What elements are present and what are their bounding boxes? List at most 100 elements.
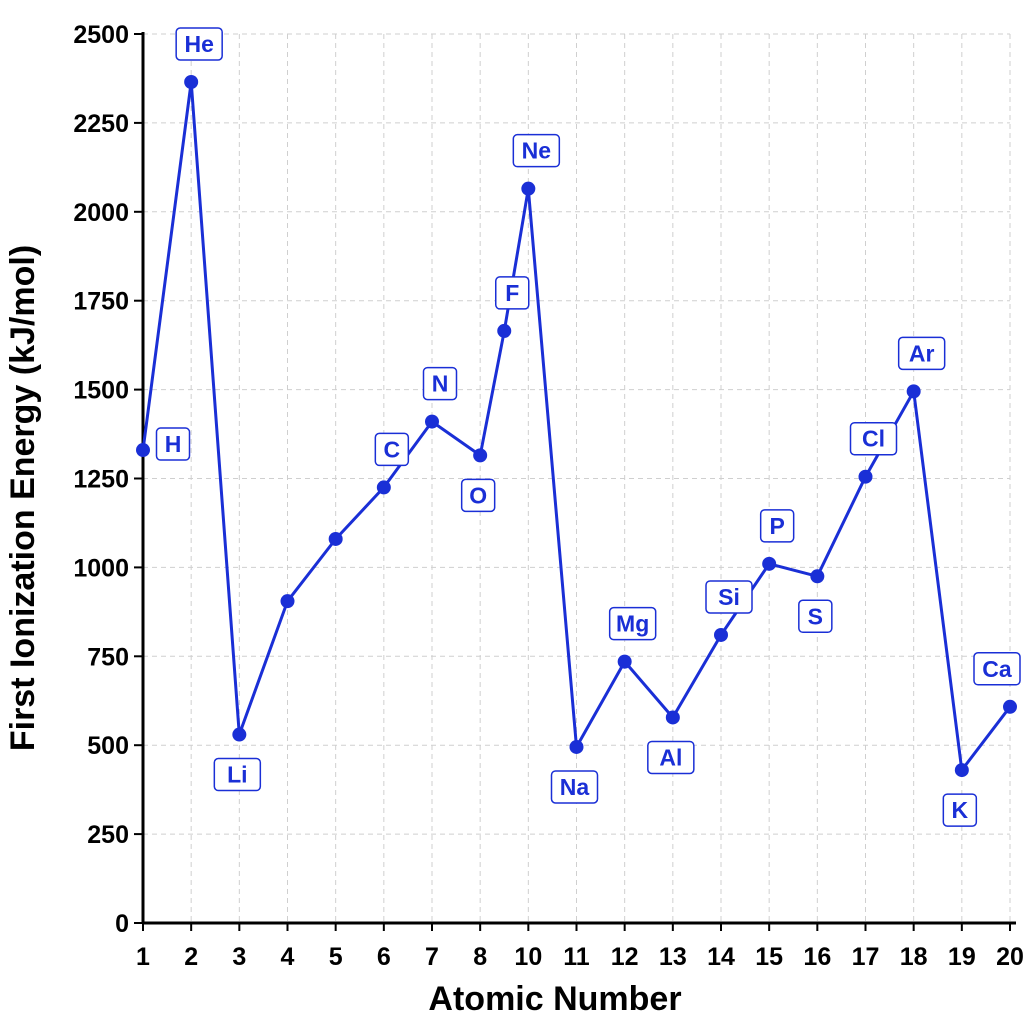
- point-label-box: [647, 740, 695, 775]
- y-tick-label: 1750: [73, 288, 129, 316]
- point-label: C: [374, 432, 410, 467]
- point-label-text: N: [432, 371, 449, 397]
- point-label-box: [155, 427, 191, 461]
- x-tick-label: 6: [377, 943, 391, 971]
- point-label-text: Al: [659, 744, 682, 770]
- x-tick-label: 2: [184, 943, 198, 971]
- x-tick-label: 17: [852, 943, 880, 971]
- data-point: [521, 181, 536, 196]
- data-point: [184, 75, 199, 90]
- data-point: [954, 763, 969, 778]
- point-label-box: [175, 27, 223, 61]
- point-label: Na: [550, 770, 599, 804]
- point-label-text: Mg: [616, 611, 649, 637]
- series-line: [141, 80, 1012, 772]
- data-point: [858, 469, 873, 484]
- x-tick-label: 5: [329, 943, 343, 971]
- data-point: [280, 594, 295, 609]
- x-tick-label: 4: [281, 943, 295, 971]
- point-label: Ar: [897, 336, 946, 371]
- data-point: [376, 480, 391, 495]
- point-label-text: C: [384, 436, 401, 462]
- x-tick-label: 8: [473, 943, 487, 971]
- y-tick-label: 500: [87, 732, 129, 760]
- point-label: H: [155, 427, 191, 461]
- data-point: [569, 739, 584, 754]
- point-label-box: [512, 133, 561, 168]
- y-tick-label: 1000: [73, 554, 129, 582]
- x-tick-label: 15: [755, 943, 783, 971]
- point-label-box: [759, 509, 795, 543]
- point-label-text: Na: [560, 774, 590, 800]
- x-tick-label: 11: [563, 943, 590, 971]
- data-point: [762, 556, 777, 571]
- data-point: [136, 443, 150, 458]
- point-label-text: Cl: [862, 426, 885, 452]
- x-tick-label: 14: [707, 943, 735, 971]
- point-label: F: [495, 276, 530, 310]
- x-tick-label: 7: [425, 943, 439, 971]
- x-tick-label: 1: [136, 943, 150, 971]
- series-line-layer: [141, 80, 1012, 772]
- point-label: Mg: [608, 606, 657, 641]
- y-tick-label: 250: [87, 821, 129, 849]
- point-label-box: [798, 599, 833, 634]
- point-label-box: [460, 478, 496, 513]
- point-label-text: Ca: [982, 656, 1012, 682]
- x-tick-label: 3: [232, 943, 246, 971]
- data-point: [665, 710, 680, 725]
- point-label: Ne: [512, 133, 561, 168]
- x-tick-label: 20: [996, 943, 1024, 971]
- point-label-text: Si: [718, 584, 740, 610]
- axes: [134, 32, 1016, 931]
- data-point: [714, 627, 728, 642]
- data-point: [906, 384, 921, 399]
- point-label-box: [942, 793, 978, 827]
- point-label-text: Li: [227, 762, 247, 788]
- point-label: P: [759, 509, 795, 543]
- data-point: [328, 531, 343, 546]
- y-tick-label: 2250: [73, 110, 129, 138]
- point-label-box: [849, 421, 898, 456]
- point-label-text: Ne: [522, 138, 551, 164]
- point-label-text: P: [769, 513, 784, 539]
- point-label: N: [422, 366, 458, 401]
- point-label-text: S: [808, 603, 823, 629]
- data-point: [425, 414, 439, 429]
- point-label: Ca: [973, 652, 1021, 686]
- point-label: S: [798, 599, 833, 634]
- point-label-box: [374, 432, 410, 467]
- point-label-text: K: [952, 797, 969, 823]
- point-label: Si: [705, 580, 753, 614]
- point-label: K: [942, 793, 978, 827]
- x-tick-label: 13: [659, 943, 687, 971]
- point-label: Li: [213, 757, 262, 792]
- point-label-text: O: [469, 482, 487, 508]
- y-tick-label: 1250: [73, 466, 129, 494]
- x-tick-label: 18: [900, 943, 928, 971]
- data-point: [232, 727, 247, 742]
- x-axis-title: Atomic Number: [428, 980, 681, 1018]
- point-label: He: [175, 27, 223, 61]
- point-label-box: [973, 652, 1021, 686]
- point-label-text: H: [165, 431, 182, 457]
- point-label-text: He: [184, 31, 213, 57]
- data-point: [1003, 699, 1017, 714]
- y-tick-label: 1500: [73, 377, 129, 405]
- x-tick-label: 12: [611, 943, 639, 971]
- point-labels: H He Li C N O F Ne Na Mg Al Si P S Cl Ar K Ca: [155, 27, 1021, 827]
- data-point: [810, 569, 825, 584]
- data-point: [497, 323, 512, 338]
- point-label: O: [460, 478, 496, 513]
- point-label-text: Ar: [909, 340, 935, 366]
- y-tick-label: 0: [115, 910, 129, 938]
- data-point: [617, 654, 632, 669]
- y-tick-label: 2500: [73, 21, 129, 49]
- point-label-box: [550, 770, 599, 804]
- y-axis-title: First Ionization Energy (kJ/mol): [4, 245, 42, 751]
- y-tick-label: 2000: [73, 199, 129, 227]
- point-label-box: [422, 366, 458, 401]
- point-label-box: [213, 757, 262, 792]
